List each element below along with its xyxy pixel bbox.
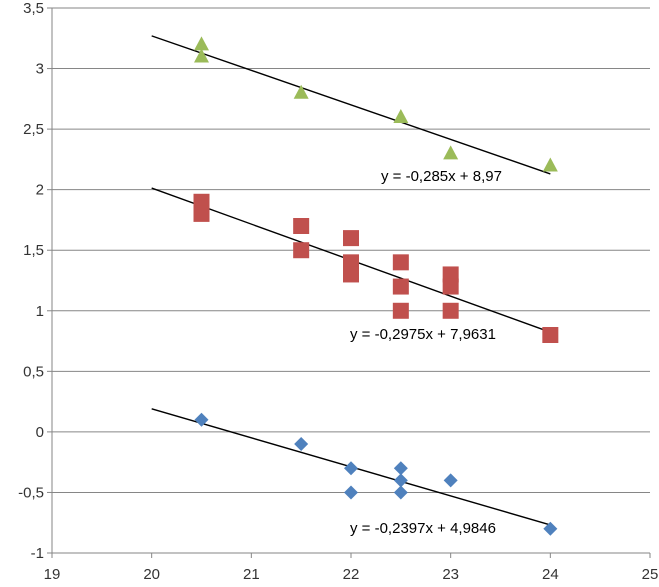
square-series-point bbox=[442, 278, 459, 295]
y-tick-label: 0,5 bbox=[23, 363, 44, 380]
diamond-series-point bbox=[194, 412, 209, 427]
gridlines bbox=[52, 7, 650, 493]
x-tick-label: 25 bbox=[642, 566, 659, 583]
triangle-series-point bbox=[194, 48, 209, 63]
square-series-point bbox=[542, 327, 559, 343]
diamond-series-point bbox=[443, 473, 458, 488]
square-series-point bbox=[193, 193, 210, 210]
y-tick-label: 3 bbox=[36, 61, 44, 78]
x-tick-label: 24 bbox=[542, 566, 559, 583]
square-series-point bbox=[442, 266, 459, 283]
y-tick-label: 0 bbox=[36, 424, 44, 441]
triangle-series-point bbox=[542, 157, 558, 172]
square-series-point bbox=[343, 230, 359, 247]
triangle-series-equation-label: y = -0,285x + 8,97 bbox=[381, 168, 502, 185]
square-series-point bbox=[343, 266, 359, 283]
square-series-point bbox=[392, 254, 409, 271]
square-series-point bbox=[293, 218, 310, 234]
trendline-equations: y = -0,285x + 8,97 y = -0,2975x + 7,9631 y… bbox=[350, 168, 502, 537]
square-series-point bbox=[392, 278, 409, 295]
y-tick-label: 1,5 bbox=[23, 242, 44, 259]
diamond-series-point bbox=[344, 485, 358, 500]
diamond-series-point bbox=[344, 461, 358, 476]
x-tick-label: 22 bbox=[343, 566, 360, 583]
y-tick-label: 2,5 bbox=[23, 121, 44, 138]
square-series-point bbox=[193, 205, 210, 222]
data-points bbox=[193, 36, 559, 536]
tick-labels: -1 -0,5 0 0,5 1 1,5 2 2,5 3 3,5 19 20 21 22 23 24 25 bbox=[18, 0, 658, 583]
y-tick-label: 2 bbox=[36, 182, 44, 199]
diamond-series-point bbox=[393, 485, 408, 500]
diamond-series-point bbox=[294, 437, 309, 451]
y-tick-label: -1 bbox=[31, 545, 44, 562]
x-tick-label: 21 bbox=[243, 566, 260, 583]
triangle-series-point bbox=[293, 84, 309, 99]
diamond-series-point bbox=[393, 473, 408, 488]
triangle-series-point bbox=[393, 109, 409, 123]
diamond-series-point bbox=[543, 521, 558, 536]
triangle-series-point bbox=[194, 36, 209, 51]
diamond-series-point bbox=[393, 461, 408, 476]
axes bbox=[47, 7, 651, 558]
diamond-series-equation-label: y = -0,2397x + 4,9846 bbox=[350, 520, 496, 537]
x-tick-label: 19 bbox=[44, 566, 61, 583]
square-series-point bbox=[442, 302, 459, 319]
square-series-point bbox=[392, 302, 409, 319]
y-tick-label: -0,5 bbox=[18, 484, 44, 501]
x-tick-label: 20 bbox=[143, 566, 160, 583]
y-tick-label: 3,5 bbox=[23, 0, 44, 17]
square-series-point bbox=[293, 242, 310, 259]
triangle-series-point bbox=[443, 145, 459, 160]
y-tick-label: 1 bbox=[36, 303, 44, 320]
square-series-point bbox=[343, 254, 359, 271]
triangle-series-trendline bbox=[151, 35, 551, 175]
square-series-equation-label: y = -0,2975x + 7,9631 bbox=[350, 326, 496, 343]
x-tick-label: 23 bbox=[442, 566, 459, 583]
